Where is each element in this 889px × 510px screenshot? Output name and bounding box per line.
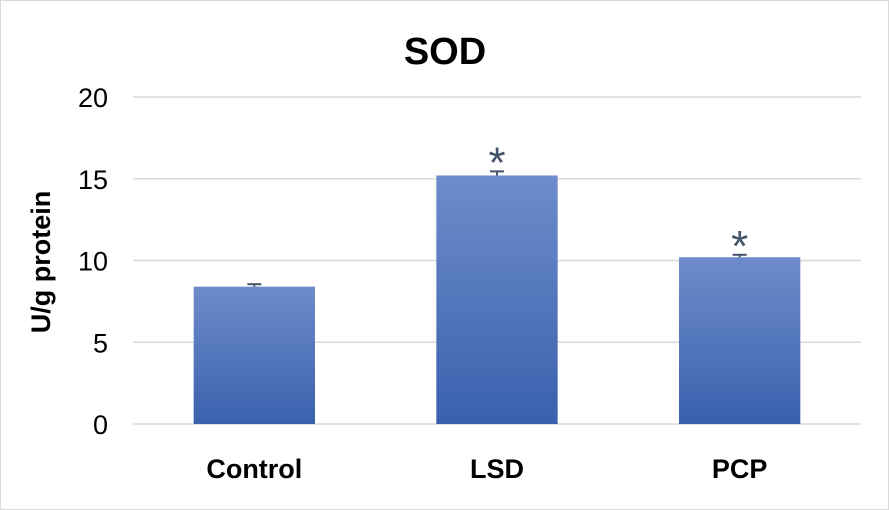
error-bars: [247, 170, 747, 287]
bar-pcp: [679, 257, 801, 424]
significance-asterisk: *: [488, 138, 505, 187]
chart-title: SOD: [404, 31, 486, 73]
y-tick-label: 15: [78, 165, 108, 195]
bar-lsd: [436, 175, 558, 424]
significance-markers: **: [488, 138, 748, 270]
significance-asterisk: *: [731, 222, 748, 271]
x-tick-label: LSD: [470, 454, 524, 484]
y-tick-label: 5: [93, 328, 108, 358]
y-tick-label: 20: [78, 83, 108, 113]
x-tick-label: PCP: [712, 454, 768, 484]
y-tick-label: 10: [78, 247, 108, 277]
y-axis-label: U/g protein: [26, 191, 56, 334]
x-axis-ticks: Control LSD PCP: [206, 454, 767, 484]
bars: [193, 175, 801, 424]
x-tick-label: Control: [206, 454, 302, 484]
y-tick-label: 0: [93, 410, 108, 440]
bar-control: [193, 286, 315, 424]
y-axis-ticks: 0 5 10 15 20: [78, 83, 108, 440]
